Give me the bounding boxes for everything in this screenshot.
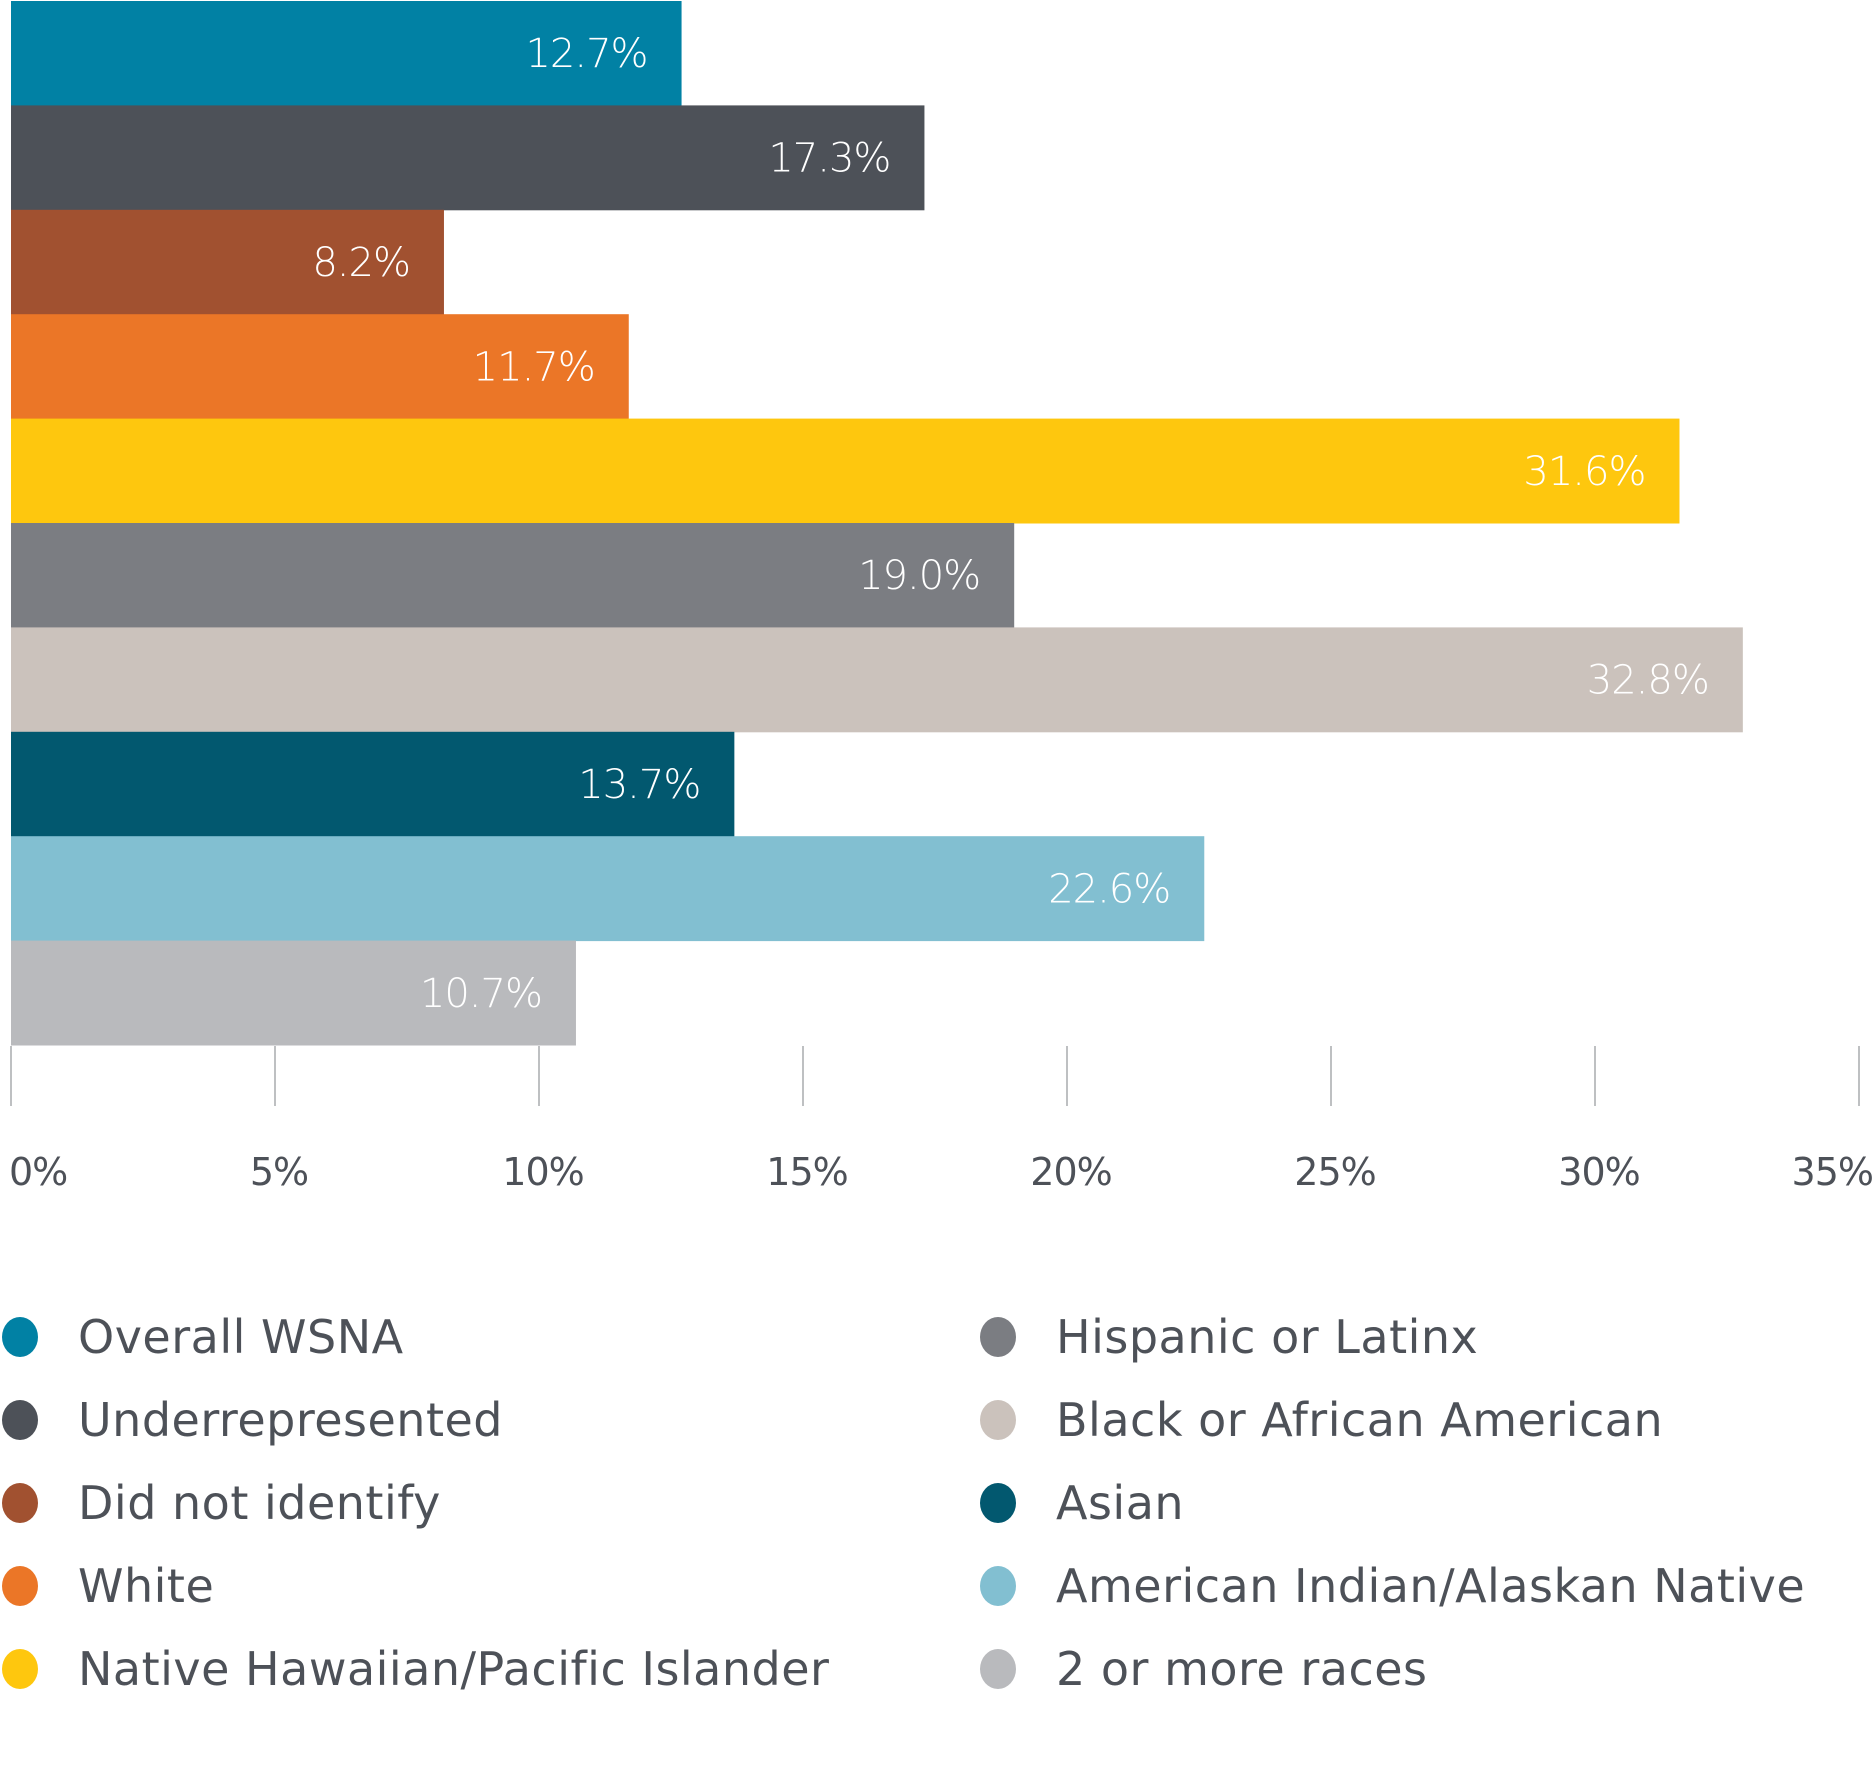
x-tick-label: 15% <box>766 1150 847 1194</box>
bar-value-label: 19.0% <box>858 553 980 599</box>
bar-value-label: 8.2% <box>312 240 410 286</box>
x-tick-label: 5% <box>250 1150 308 1194</box>
x-tick-label: 30% <box>1558 1150 1639 1194</box>
legend-item: Overall WSNA <box>2 1302 404 1372</box>
bar <box>11 523 1015 628</box>
legend-dot-icon <box>980 1483 1016 1523</box>
x-tick-label: 25% <box>1294 1150 1375 1194</box>
legend-label: American Indian/Alaskan Native <box>1056 1559 1806 1613</box>
x-tick-label: 20% <box>1030 1150 1111 1194</box>
bar <box>11 105 925 211</box>
bar-value-label: 10.7% <box>420 971 542 1017</box>
legend-item: White <box>2 1551 214 1621</box>
legend-label: White <box>78 1559 215 1613</box>
bar-value-label: 31.6% <box>1523 449 1645 495</box>
legend-label: Black or African American <box>1056 1393 1664 1447</box>
legend-item: American Indian/Alaskan Native <box>980 1551 1805 1621</box>
legend: Overall WSNA Underrepresented Did not id… <box>0 1290 1875 1710</box>
bar <box>11 1 682 106</box>
legend-label: Overall WSNA <box>78 1310 404 1364</box>
x-axis-tick-labels: 0% 5% 10% 15% 20% 25% 30% 35% <box>9 1150 1874 1194</box>
legend-dot-icon <box>2 1649 38 1689</box>
legend-label: Underrepresented <box>78 1393 503 1447</box>
bar-value-label: 17.3% <box>768 136 890 182</box>
legend-item: 2 or more races <box>980 1634 1428 1704</box>
legend-item: Native Hawaiian/Pacific Islander <box>2 1634 829 1704</box>
bar <box>11 836 1205 942</box>
legend-label: Native Hawaiian/Pacific Islander <box>78 1642 830 1696</box>
legend-item: Black or African American <box>980 1385 1663 1455</box>
x-tick-label: 0% <box>9 1150 67 1194</box>
legend-dot-icon <box>2 1400 38 1440</box>
legend-label: Did not identify <box>78 1476 441 1530</box>
legend-dot-icon <box>980 1566 1016 1606</box>
bar-chart: 12.7% 17.3% 8.2% 11.7% 31.6% 19.0% 32.8% 13.7% 2… <box>9 1 1874 1194</box>
legend-label: 2 or more races <box>1056 1642 1428 1696</box>
bar <box>11 209 444 315</box>
bar <box>11 314 629 420</box>
legend-dot-icon <box>980 1649 1016 1689</box>
bar-value-label: 13.7% <box>578 762 700 808</box>
bars-group: 12.7% 17.3% 8.2% 11.7% 31.6% 19.0% 32.8% 13.7% 2… <box>11 1 1743 1046</box>
legend-dot-icon <box>980 1317 1016 1357</box>
legend-item: Asian <box>980 1468 1184 1538</box>
legend-dot-icon <box>2 1483 38 1523</box>
bar <box>11 418 1680 524</box>
legend-label: Asian <box>1056 1476 1185 1530</box>
bar <box>11 627 1743 733</box>
legend-item: Underrepresented <box>2 1385 503 1455</box>
bar-value-label: 12.7% <box>525 31 647 77</box>
legend-dot-icon <box>2 1317 38 1357</box>
legend-item: Hispanic or Latinx <box>980 1302 1478 1372</box>
bar-value-label: 22.6% <box>1048 866 1170 912</box>
bar-value-label: 11.7% <box>473 344 595 390</box>
bar <box>11 940 576 1046</box>
legend-dot-icon <box>980 1400 1016 1440</box>
legend-item: Did not identify <box>2 1468 441 1538</box>
legend-dot-icon <box>2 1566 38 1606</box>
x-tick-label: 10% <box>502 1150 583 1194</box>
x-axis-ticks <box>10 1046 1860 1106</box>
x-tick-label: 35% <box>1792 1150 1873 1194</box>
bar-value-label: 32.8% <box>1587 658 1709 704</box>
bar <box>11 731 735 837</box>
legend-label: Hispanic or Latinx <box>1056 1310 1479 1364</box>
